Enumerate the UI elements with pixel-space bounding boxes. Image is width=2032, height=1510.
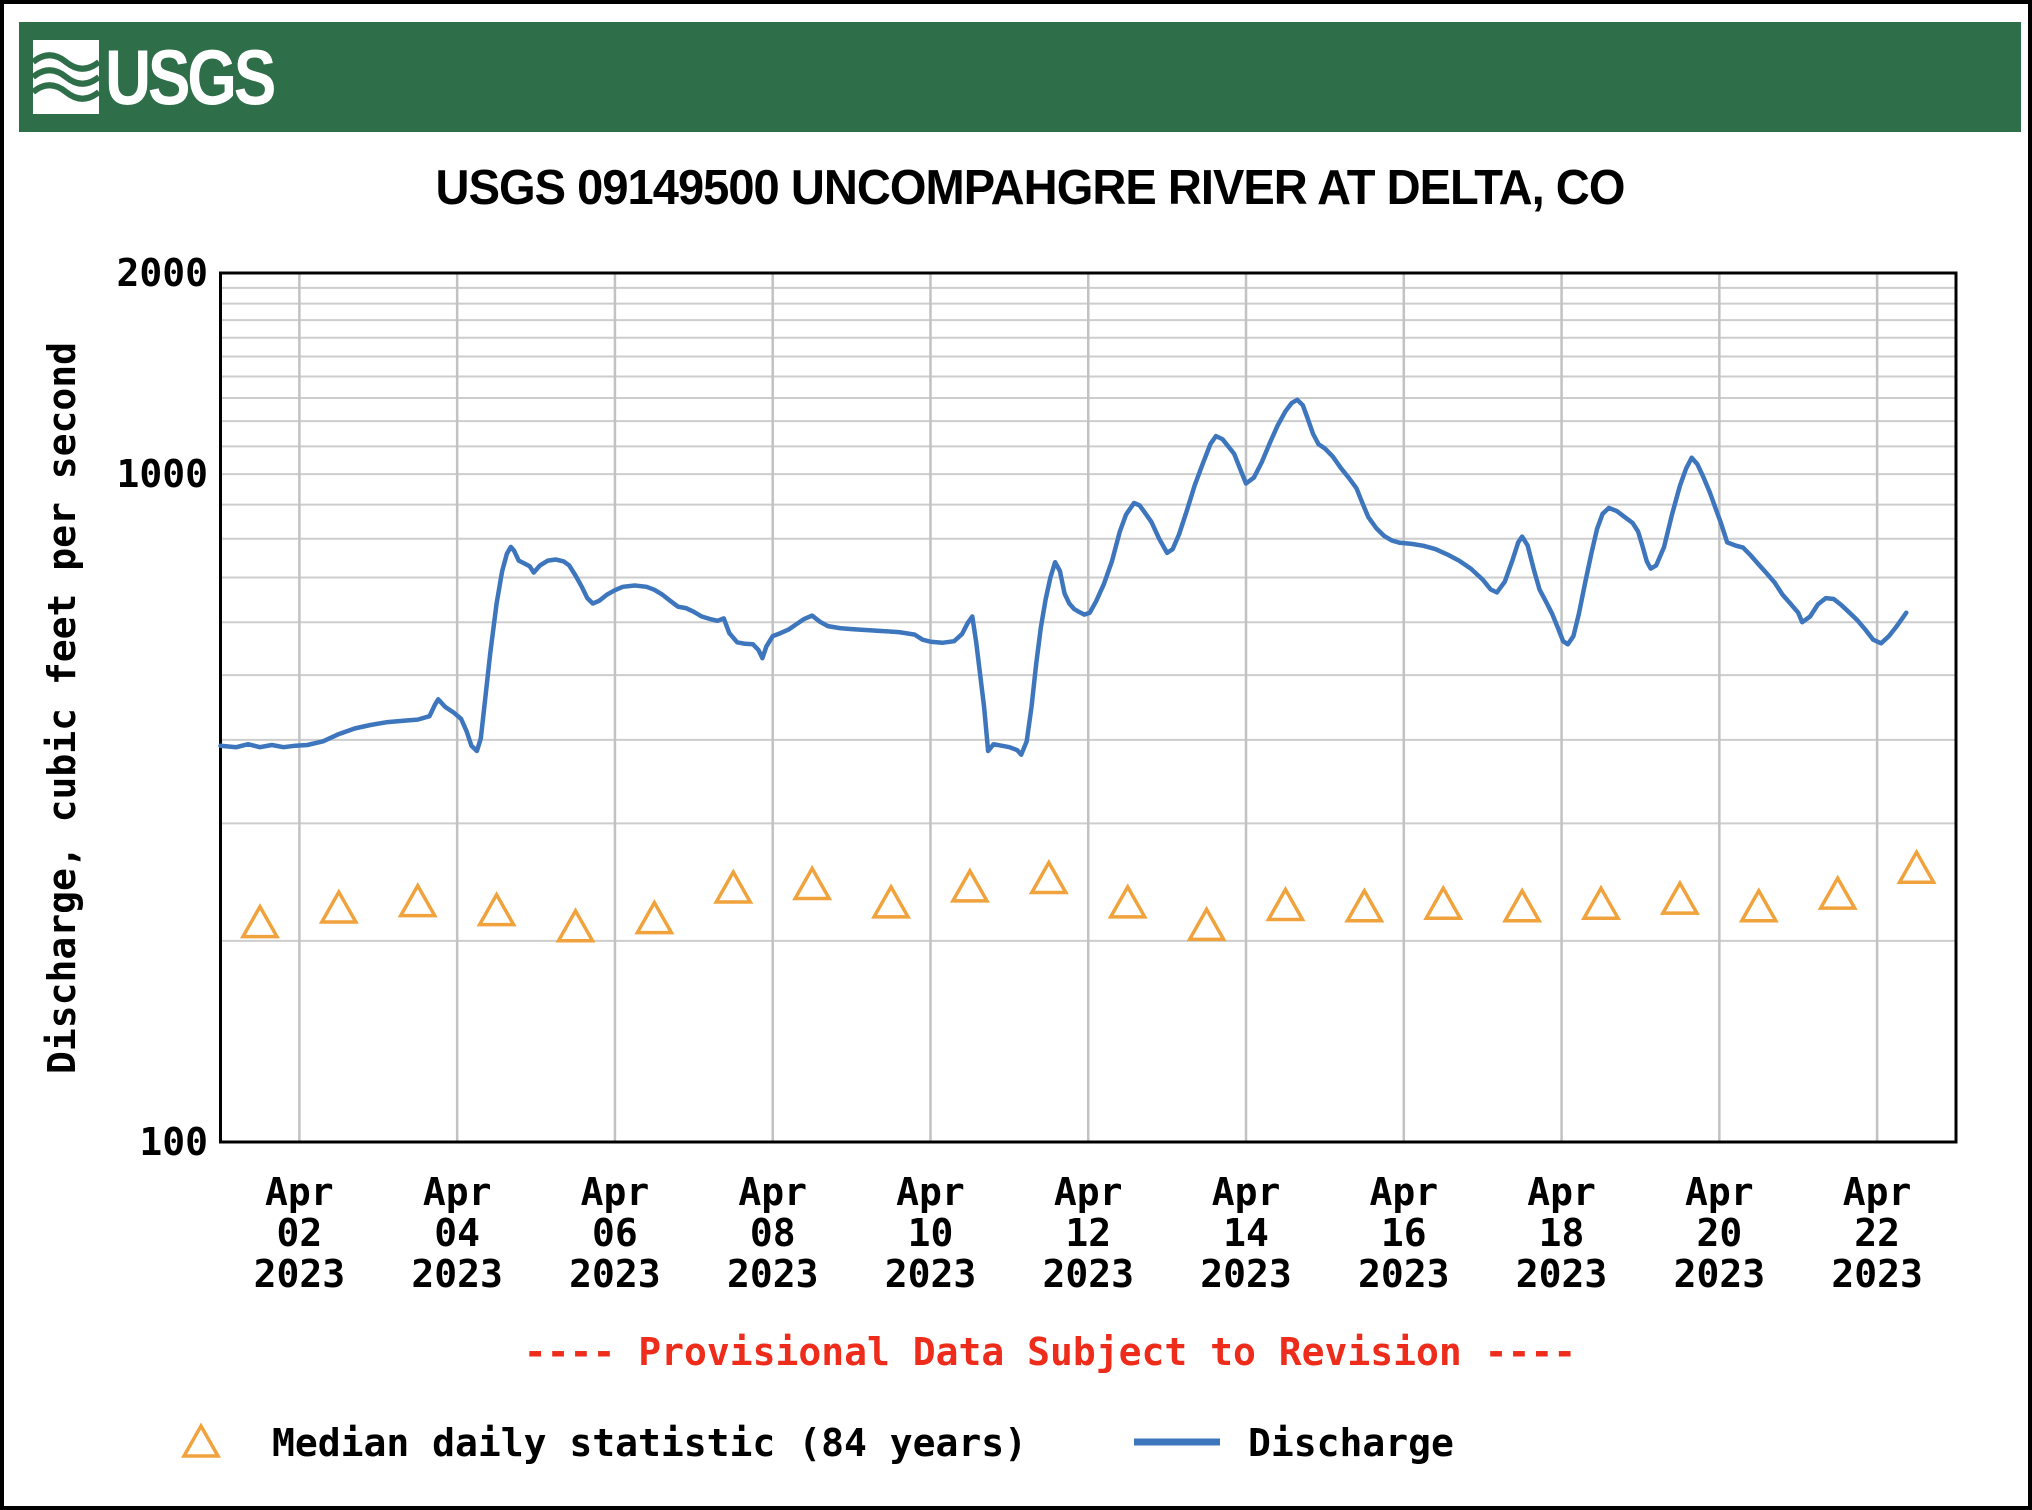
median-triangle-marker: [1896, 848, 1937, 884]
x-tick-line: Apr: [1369, 1170, 1439, 1214]
usgs-logo-text: USGS: [105, 33, 276, 121]
x-tick-label: Apr 20 2023: [1629, 1172, 1809, 1295]
x-tick-line: Apr: [1211, 1170, 1281, 1214]
x-tick-line: 2023: [1515, 1252, 1608, 1296]
x-tick-line: 2023: [1200, 1252, 1292, 1296]
x-tick-line: 14: [1223, 1211, 1269, 1255]
median-triangle-marker: [1581, 884, 1622, 920]
x-tick-label: Apr 10 2023: [840, 1172, 1020, 1295]
provisional-note: ---- Provisional Data Subject to Revisio…: [523, 1330, 1577, 1374]
median-triangle-marker: [1186, 905, 1227, 942]
x-tick-label: Apr 06 2023: [525, 1172, 705, 1295]
median-triangle-marker: [792, 864, 833, 901]
x-tick-line: Apr: [265, 1170, 334, 1214]
legend-triangle-icon: [180, 1422, 222, 1458]
x-tick-line: Apr: [738, 1170, 808, 1214]
x-tick-label: Apr 08 2023: [683, 1172, 863, 1295]
y-tick-label: 100: [139, 1120, 208, 1164]
x-tick-label: Apr 22 2023: [1787, 1172, 1967, 1295]
median-triangle-marker: [1265, 885, 1306, 922]
median-triangle-marker: [634, 899, 675, 935]
median-triangle-marker: [397, 882, 438, 918]
median-triangle-marker: [871, 883, 912, 919]
x-tick-line: 02: [276, 1211, 323, 1255]
x-tick-line: 2023: [884, 1252, 977, 1296]
usgs-header-banner: USGS: [19, 22, 2021, 132]
x-tick-line: Apr: [1053, 1170, 1123, 1214]
median-triangle-marker: [476, 891, 517, 927]
x-tick-line: Apr: [1527, 1170, 1596, 1214]
x-tick-line: 12: [1065, 1211, 1112, 1255]
x-tick-line: 2023: [253, 1252, 346, 1296]
x-tick-line: Apr: [896, 1170, 965, 1214]
x-tick-line: 16: [1380, 1211, 1427, 1255]
legend-label-median: Median daily statistic (84 years): [272, 1421, 1027, 1465]
x-tick-label: Apr 02 2023: [209, 1172, 389, 1295]
x-tick-line: 2023: [1831, 1252, 1923, 1296]
y-tick-label: 1000: [116, 452, 208, 497]
chart-title: USGS 09149500 UNCOMPAHGRE RIVER AT DELTA…: [435, 161, 1626, 215]
x-tick-line: Apr: [580, 1170, 650, 1214]
plot-area: [180, 271, 1958, 1458]
discharge-line: [218, 397, 1909, 757]
usgs-wave-icon: [33, 40, 99, 114]
x-tick-line: 2023: [411, 1252, 503, 1296]
x-tick-label: Apr 04 2023: [367, 1172, 547, 1295]
median-triangle-marker: [1817, 874, 1858, 910]
x-tick-line: 2023: [569, 1252, 661, 1296]
x-tick-label: Apr 16 2023: [1314, 1172, 1494, 1295]
median-triangle-marker: [1028, 858, 1069, 895]
x-tick-label: Apr 12 2023: [998, 1172, 1178, 1295]
x-tick-line: Apr: [1685, 1170, 1754, 1214]
x-tick-line: 22: [1854, 1211, 1900, 1255]
x-tick-line: 06: [592, 1211, 638, 1255]
x-tick-line: 2023: [1042, 1252, 1134, 1296]
legend-label-discharge: Discharge: [1248, 1421, 1454, 1465]
x-tick-line: 2023: [1673, 1252, 1766, 1296]
median-triangle-marker: [1659, 879, 1700, 915]
plot-frame: [219, 271, 1958, 1144]
x-tick-line: 04: [434, 1211, 481, 1255]
x-tick-line: Apr: [422, 1170, 492, 1214]
median-triangle-marker: [713, 868, 754, 904]
median-triangle-marker: [318, 888, 359, 924]
median-triangle-marker: [1502, 887, 1543, 923]
median-triangle-marker: [555, 907, 596, 943]
x-tick-line: 2023: [726, 1252, 819, 1296]
median-triangle-marker: [1738, 887, 1779, 923]
usgs-logo: USGS: [33, 22, 310, 132]
y-tick-label: 2000: [116, 251, 208, 295]
median-triangle-marker: [239, 903, 280, 939]
x-tick-line: Apr: [1842, 1170, 1912, 1214]
x-tick-label: Apr 18 2023: [1472, 1172, 1652, 1295]
x-tick-line: 18: [1538, 1211, 1585, 1255]
median-triangle-marker: [1107, 883, 1148, 919]
x-tick-label: Apr 14 2023: [1156, 1172, 1336, 1295]
x-tick-line: 08: [749, 1211, 796, 1255]
x-tick-line: 2023: [1358, 1252, 1450, 1296]
median-triangle-marker: [949, 867, 990, 903]
x-tick-line: 10: [907, 1211, 954, 1255]
x-tick-line: 20: [1696, 1211, 1743, 1255]
median-triangle-marker: [1423, 884, 1464, 920]
median-triangle-marker: [1344, 887, 1385, 923]
